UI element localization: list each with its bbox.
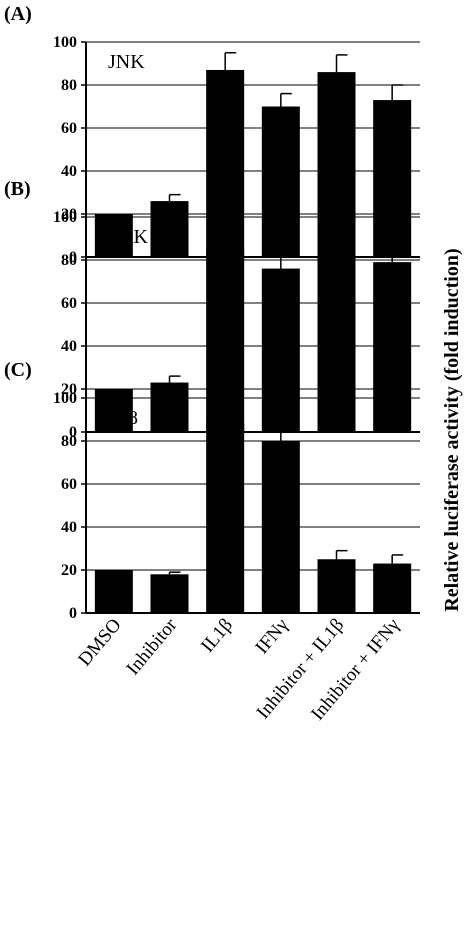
- y-tick-label: 40: [61, 338, 77, 355]
- panel-label: JNK: [108, 51, 145, 73]
- bar: [261, 106, 300, 257]
- y-tick-label: 80: [61, 433, 77, 450]
- bar: [150, 382, 189, 432]
- panel-jnk: (A) 0 20 40 60 80 100 JNK: [4, 3, 420, 266]
- bar: [206, 423, 245, 613]
- bar: [150, 201, 189, 257]
- y-tick-label: 0: [69, 605, 77, 622]
- y-tick-label: 80: [61, 252, 77, 269]
- x-tick-label: IFNγ: [251, 615, 292, 658]
- y-tick-label: 40: [61, 163, 77, 180]
- panel-erk: (B) 0 20 40 60 80 100 ERK: [4, 178, 420, 441]
- y-tick-label: 100: [53, 390, 77, 407]
- y-tick-label: 40: [61, 519, 77, 536]
- y-tick-label: 20: [61, 381, 77, 398]
- x-tick-label: Inhibitor: [122, 614, 181, 679]
- bar: [317, 559, 356, 613]
- panel-letter: (A): [4, 3, 32, 25]
- panels-group: (A) 0 20 40 60 80 100 JNK (B) 0 20 40 60 80 100 ERK (C) 0…: [4, 3, 420, 622]
- y-tick-label: 100: [53, 34, 77, 51]
- y-tick-label: 60: [61, 476, 77, 493]
- y-tick-label: 20: [61, 562, 77, 579]
- y-tick-label: 60: [61, 120, 77, 137]
- bar: [373, 262, 412, 432]
- bar: [373, 563, 412, 613]
- bar: [261, 441, 300, 613]
- bar: [206, 249, 245, 432]
- x-tick-label: IL1β: [197, 615, 237, 657]
- bar: [261, 268, 300, 432]
- bar: [206, 69, 245, 257]
- bar: [94, 389, 133, 432]
- bar: [94, 570, 133, 613]
- y-tick-label: 0: [69, 249, 77, 266]
- panel-p38: (C) 0 20 40 60 80 100 p38: [4, 359, 420, 622]
- bar: [150, 574, 189, 613]
- bar: [317, 249, 356, 432]
- panel-label: p38: [108, 407, 138, 429]
- y-tick-label: 20: [61, 206, 77, 223]
- x-tick-label: DMSO: [74, 615, 125, 671]
- y-axis-label: Relative luciferase activity (fold induc…: [441, 248, 463, 611]
- bar: [317, 72, 356, 257]
- bar: [373, 100, 412, 257]
- panel-letter: (C): [4, 359, 32, 381]
- bar: [94, 214, 133, 257]
- panel-letter: (B): [4, 178, 31, 200]
- y-tick-label: 80: [61, 77, 77, 94]
- y-tick-label: 60: [61, 295, 77, 312]
- y-tick-label: 0: [69, 424, 77, 441]
- y-tick-label: 100: [53, 209, 77, 226]
- panel-label: ERK: [108, 226, 149, 248]
